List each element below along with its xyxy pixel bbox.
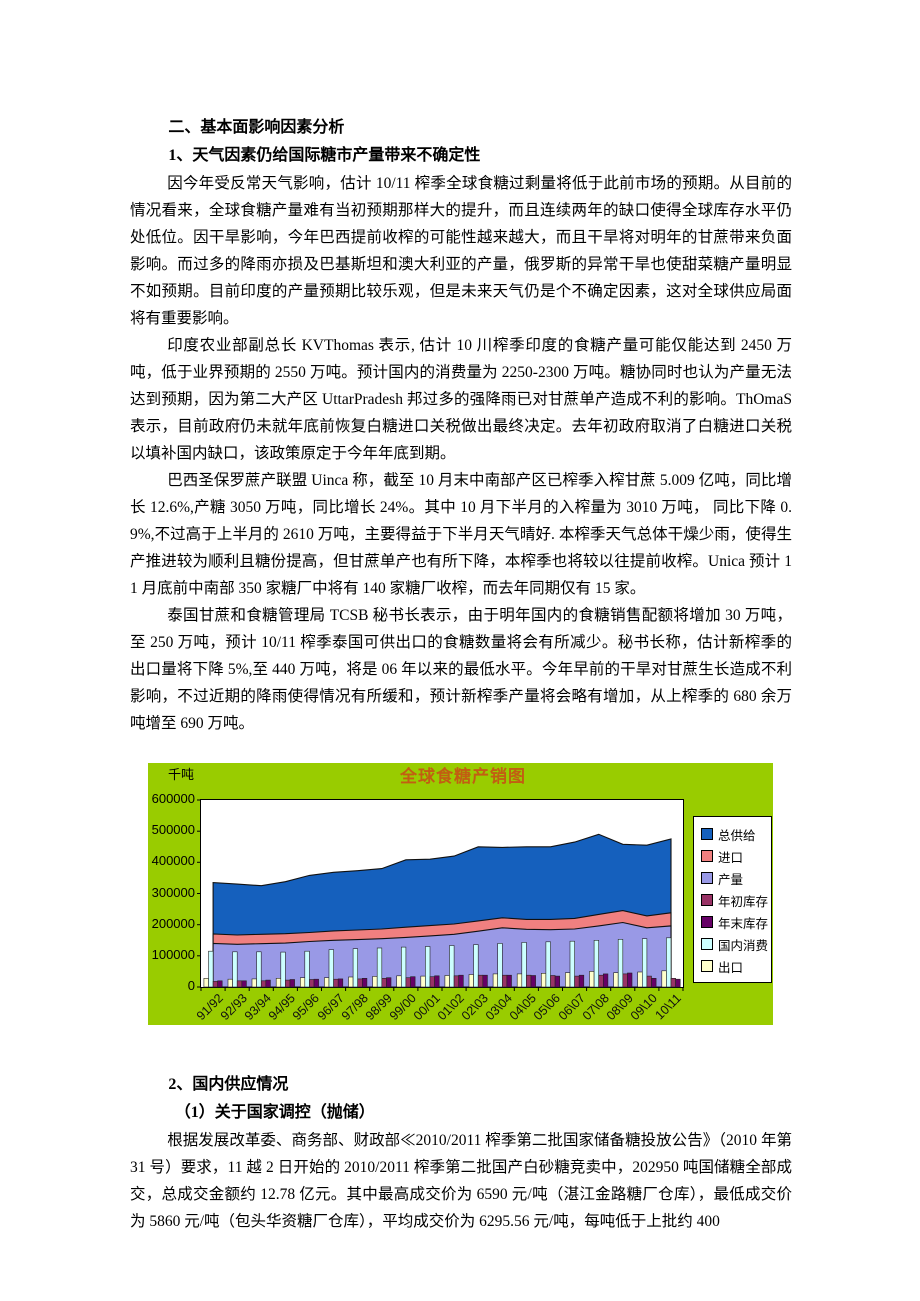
legend-swatch-icon <box>701 894 713 906</box>
y-tick-label: 400000 <box>151 853 195 869</box>
sugar-supply-demand-chart: 千吨 全球食糖产销图 600000 500000 400000 300000 20000… <box>148 763 773 1025</box>
legend-item: 年末库存 <box>701 911 771 933</box>
paragraph-india: 印度农业部副总长 KVThomas 表示, 估计 10 川榨季印度的食糖产量可能… <box>130 337 792 462</box>
legend-item: 总供给 <box>701 823 771 845</box>
bars-年末库存 <box>217 972 681 988</box>
sub-heading-state-control: （1）关于国家调控（抛储） <box>174 1104 375 1121</box>
legend-swatch-icon <box>701 872 713 884</box>
y-tick-label: 0 <box>187 978 195 993</box>
legend-item: 进口 <box>701 845 771 867</box>
legend-swatch-icon <box>701 960 713 972</box>
legend-label: 总供给 <box>718 828 756 843</box>
legend-swatch-icon <box>701 916 713 928</box>
y-tick-label: 500000 <box>151 822 195 838</box>
legend-swatch-icon <box>701 828 713 840</box>
legend-label: 国内消费 <box>718 938 769 953</box>
sub-heading-weather: 1、天气因素仍给国际糖市产量带来不确定性 <box>168 147 481 164</box>
chart-canvas <box>197 799 684 991</box>
chart-title: 全球食糖产销图 <box>400 767 526 786</box>
legend-label: 年末库存 <box>718 916 769 931</box>
paragraph-brazil: 巴西圣保罗蔗产联盟 Uinca 称，截至 10 月末中南部产区已榨季入榨甘蔗 5… <box>130 472 792 597</box>
axis-ticks <box>197 799 684 991</box>
paragraph-thailand: 泰国甘蔗和食糖管理局 TCSB 秘书长表示，由于明年国内的食糖销售配额将增加 3… <box>130 607 792 732</box>
legend-swatch-icon <box>701 938 713 950</box>
legend-item: 产量 <box>701 867 771 889</box>
chart-y-axis-unit: 千吨 <box>168 767 195 782</box>
legend-label: 产量 <box>718 872 744 887</box>
section-heading: 二、基本面影响因素分析 <box>168 119 345 136</box>
legend-label: 进口 <box>718 850 744 865</box>
chart-plot-area <box>197 799 684 991</box>
legend-item: 年初库存 <box>701 889 771 911</box>
bars-出口 <box>203 970 667 988</box>
y-tick-label: 200000 <box>151 915 195 931</box>
paragraph-global-weather: 因今年受反常天气影响，估计 10/11 榨季全球食糖过剩量将低于此前市场的预期。… <box>130 175 792 327</box>
y-tick-label: 600000 <box>151 791 195 806</box>
legend-label: 年初库存 <box>718 894 769 909</box>
chart-legend: 总供给进口产量年初库存年末库存国内消费出口 <box>693 816 772 983</box>
sub-heading-domestic-supply: 2、国内供应情况 <box>168 1076 289 1093</box>
y-tick-label: 100000 <box>151 946 195 962</box>
legend-item: 国内消费 <box>701 933 771 955</box>
legend-item: 出口 <box>701 955 771 977</box>
paragraph-state-reserve-auction: 根据发展改革委、商务部、财政部≪2010/2011 榨季第二批国家储备糖投放公告… <box>130 1132 792 1230</box>
legend-label: 出口 <box>718 960 744 975</box>
area-产量 <box>212 921 672 988</box>
y-tick-label: 300000 <box>151 884 195 900</box>
legend-swatch-icon <box>701 850 713 862</box>
bars-国内消费 <box>208 937 672 988</box>
